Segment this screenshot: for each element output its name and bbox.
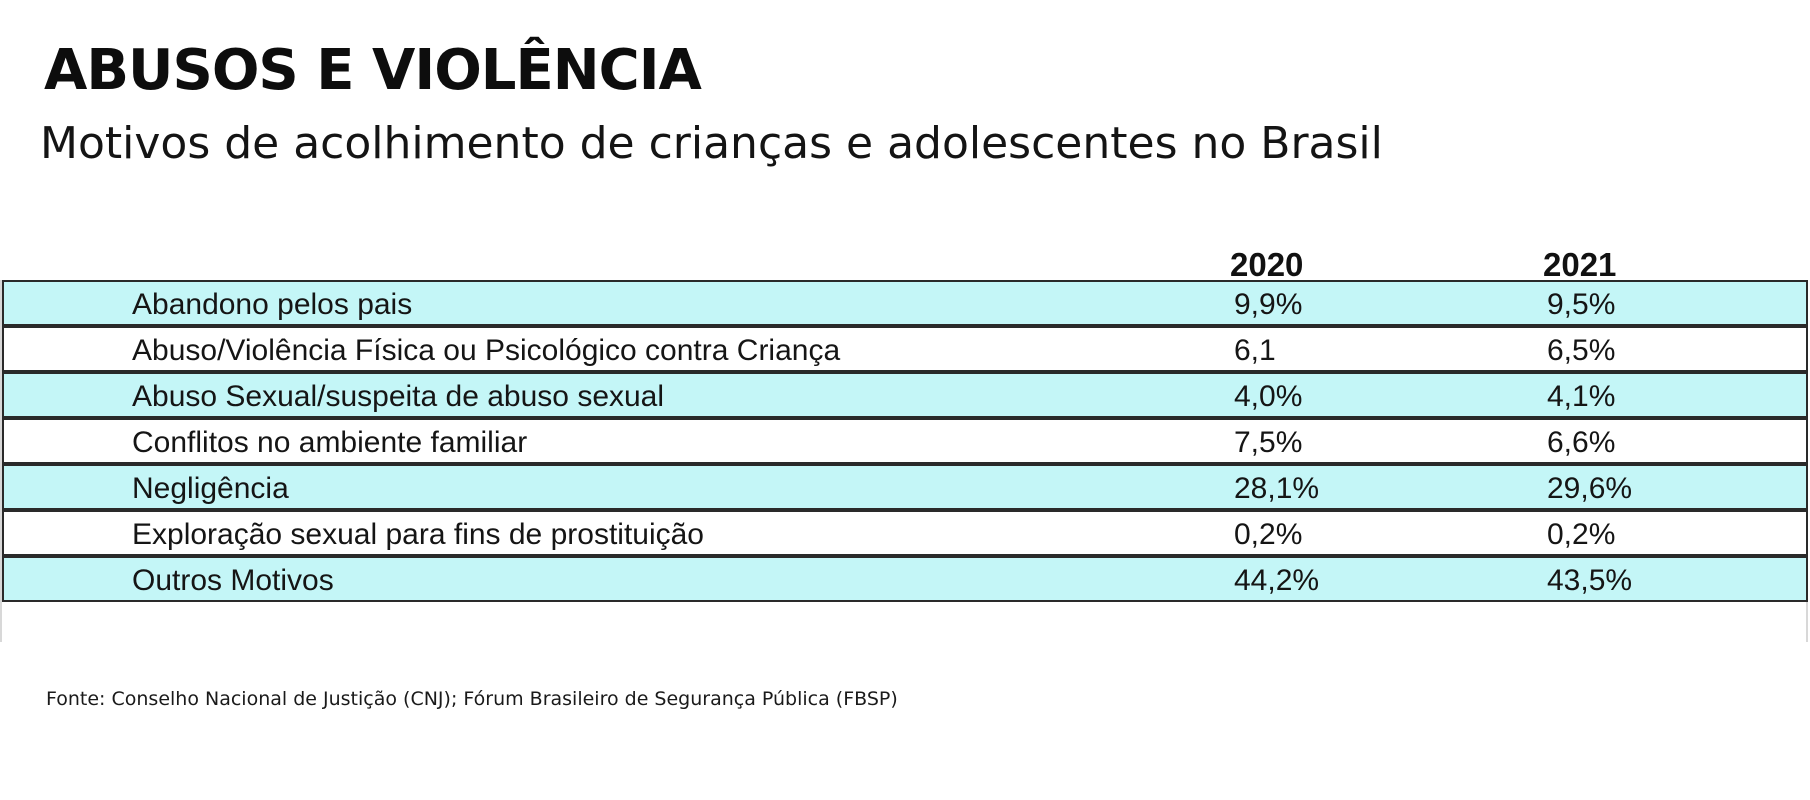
value-2020: 7,5%: [1234, 426, 1303, 459]
value-2021: 9,5%: [1547, 288, 1616, 321]
value-2021: 6,5%: [1547, 334, 1616, 367]
data-table: Abandono pelos pais 9,9% 9,5% Abuso/Viol…: [0, 280, 1808, 642]
table-row: Abandono pelos pais 9,9% 9,5%: [2, 280, 1808, 326]
source-note: Fonte: Conselho Nacional de Justição (CN…: [46, 688, 898, 710]
row-label: Conflitos no ambiente familiar: [132, 426, 528, 459]
value-2020: 4,0%: [1234, 380, 1303, 413]
value-2020: 9,9%: [1234, 288, 1303, 321]
table-row: Negligência 28,1% 29,6%: [2, 464, 1808, 510]
value-2020: 28,1%: [1234, 472, 1320, 505]
row-label: Abuso Sexual/suspeita de abuso sexual: [132, 380, 665, 413]
row-label: Abandono pelos pais: [132, 288, 413, 321]
table-row: Conflitos no ambiente familiar 7,5% 6,6%: [2, 418, 1808, 464]
value-2020: 44,2%: [1234, 564, 1320, 597]
chart-subtitle: Motivos de acolhimento de crianças e ado…: [40, 118, 1383, 169]
table-row: Outros Motivos 44,2% 43,5%: [2, 556, 1808, 602]
column-header-2021: 2021: [1543, 246, 1617, 283]
value-2021: 29,6%: [1547, 472, 1633, 505]
table-row: Abuso/Violência Física ou Psicológico co…: [2, 326, 1808, 372]
row-label: Exploração sexual para fins de prostitui…: [132, 518, 704, 551]
column-header-2020: 2020: [1230, 246, 1304, 283]
table-row: Exploração sexual para fins de prostitui…: [2, 510, 1808, 556]
value-2021: 0,2%: [1547, 518, 1616, 551]
value-2021: 4,1%: [1547, 380, 1616, 413]
table-row: Abuso Sexual/suspeita de abuso sexual 4,…: [2, 372, 1808, 418]
value-2021: 43,5%: [1547, 564, 1633, 597]
row-label: Outros Motivos: [132, 564, 334, 597]
row-label: Abuso/Violência Física ou Psicológico co…: [132, 334, 841, 367]
value-2020: 6,1: [1234, 334, 1276, 367]
value-2021: 6,6%: [1547, 426, 1616, 459]
chart-title: ABUSOS E VIOLÊNCIA: [44, 38, 702, 103]
value-2020: 0,2%: [1234, 518, 1303, 551]
row-label: Negligência: [132, 472, 289, 505]
